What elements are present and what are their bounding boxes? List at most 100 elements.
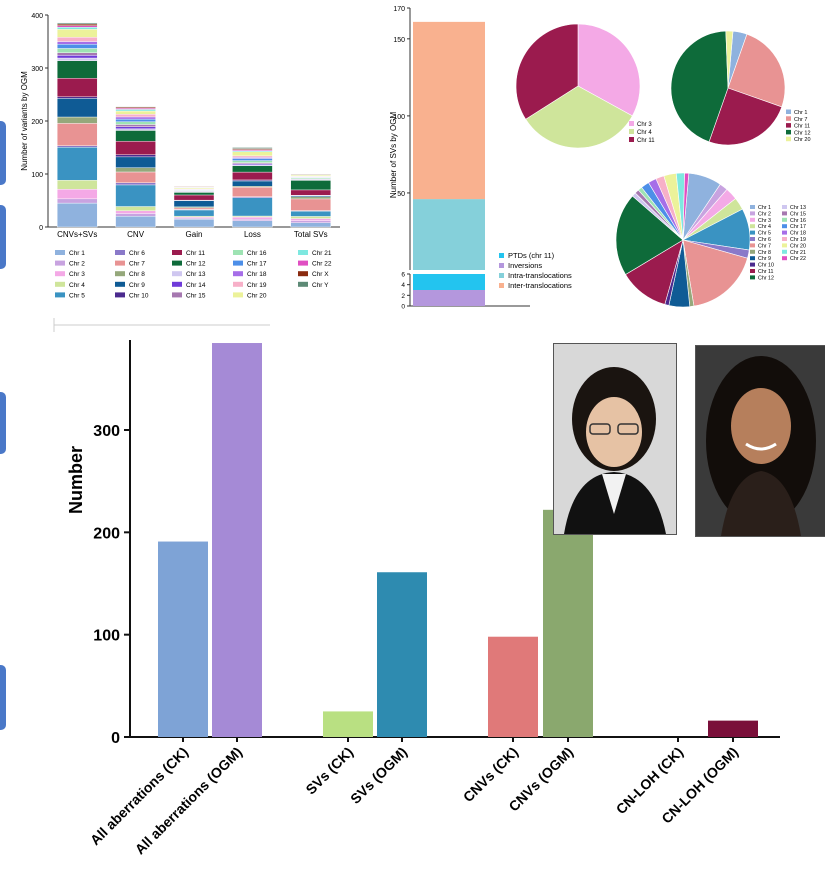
legend-swatch [750, 217, 755, 222]
legend-label: Chr 22 [790, 256, 806, 262]
legend-label: Inter-translocations [508, 281, 572, 290]
stack-segment [290, 198, 331, 211]
legend-swatch [55, 271, 65, 277]
stack-segment [57, 145, 98, 148]
stack-segment [290, 222, 331, 228]
stack-segment [173, 192, 215, 196]
legend-swatch [750, 205, 755, 209]
legend-swatch [750, 211, 755, 216]
legend-label: Chr 11 [637, 138, 655, 144]
legend-label: Chr 13 [186, 271, 206, 278]
stack-segment [232, 197, 273, 217]
stack-segment [232, 158, 273, 161]
x-tick-label: CNVs+SVs [57, 230, 97, 239]
legend-label: Chr 15 [790, 211, 806, 217]
legend-label: Chr 12 [794, 130, 811, 136]
stack-segment [115, 110, 156, 115]
pie-slice [525, 85, 633, 149]
bar [212, 343, 262, 737]
stack-segment [115, 116, 156, 120]
legend-swatch [499, 253, 504, 258]
legend-label: Chr 10 [129, 292, 149, 299]
legend-label: Chr 4 [758, 224, 771, 230]
stack-segment [173, 185, 215, 187]
legend-swatch [172, 271, 182, 277]
legend-swatch [298, 260, 308, 266]
legend-label: Chr 20 [247, 292, 267, 299]
legend-swatch [782, 224, 787, 229]
y-tick-label: 50 [397, 191, 405, 198]
pie-slice [682, 239, 748, 307]
legend-label: Chr 21 [790, 250, 806, 256]
y-tick-label: 200 [31, 119, 43, 126]
legend-label: Chr 5 [758, 231, 771, 237]
legend-label: Chr 3 [637, 122, 652, 128]
legend-label: Chr 11 [794, 124, 810, 130]
legend-label: Chr 2 [758, 211, 771, 217]
legend-swatch [298, 250, 308, 255]
stack-segment [290, 196, 331, 200]
legend-label: Intra-translocations [508, 271, 572, 280]
legend-swatch [55, 250, 65, 255]
legend-swatch [750, 249, 755, 254]
stack-segment [57, 23, 98, 26]
legend-label: Chr 11 [758, 269, 774, 275]
bar-segment-intra [413, 199, 485, 270]
stack-segment [115, 106, 156, 108]
legend-label: Chr 11 [186, 250, 205, 257]
y-tick-label: 2 [401, 293, 405, 300]
y-tick-label: 100 [393, 114, 405, 121]
legend-label: Chr 7 [758, 243, 771, 249]
stack-segment [57, 202, 98, 228]
legend-swatch [750, 275, 755, 280]
legend-swatch [786, 109, 791, 114]
legend-swatch [782, 230, 787, 235]
stack-segment [290, 218, 331, 221]
legend-swatch [750, 224, 755, 229]
stack-segment [115, 154, 156, 158]
legend-swatch [172, 281, 182, 287]
legend-swatch [782, 237, 787, 241]
stack-segment [232, 216, 273, 220]
stack-segment [115, 216, 156, 228]
stack-segment [115, 121, 156, 125]
legend-swatch [750, 237, 755, 241]
stack-segment [57, 189, 98, 200]
stack-segment [173, 194, 215, 201]
y-axis-label: Number of variants by OGM [20, 71, 29, 171]
x-tick-label: Gain [186, 230, 203, 239]
legend-swatch [172, 260, 182, 266]
stack-segment [290, 180, 331, 191]
stack-segment [57, 98, 98, 118]
y-tick-label: 100 [93, 628, 120, 645]
legend-label: Chr 19 [247, 282, 267, 289]
legend-swatch [499, 273, 504, 278]
stack-segment [232, 187, 273, 197]
stack-segment [57, 198, 98, 204]
legend-swatch [55, 260, 65, 266]
legend-label: Chr 18 [790, 231, 806, 237]
stack-segment [57, 41, 98, 45]
legend-swatch [233, 260, 243, 266]
stack-segment [232, 160, 273, 163]
stack-segment [115, 167, 156, 173]
stack-segment [57, 48, 98, 53]
stack-segment [173, 219, 215, 228]
legend-swatch [233, 271, 243, 277]
legend-label: Chr 1 [69, 250, 85, 257]
legend-swatch [233, 292, 243, 298]
stack-segment [57, 78, 98, 98]
stack-segment [57, 147, 98, 181]
stack-segment [57, 44, 98, 49]
legend-label: Chr 21 [312, 250, 332, 257]
stack-segment [57, 116, 98, 124]
stack-segment [232, 180, 273, 187]
legend-swatch [55, 292, 65, 298]
legend-swatch [499, 283, 504, 288]
x-tick-label: All aberrations (CK) [87, 744, 191, 848]
legend-label: Inversions [508, 261, 542, 270]
stack-segment [57, 22, 98, 25]
stack-segment [115, 124, 156, 127]
side-tab [0, 665, 6, 730]
